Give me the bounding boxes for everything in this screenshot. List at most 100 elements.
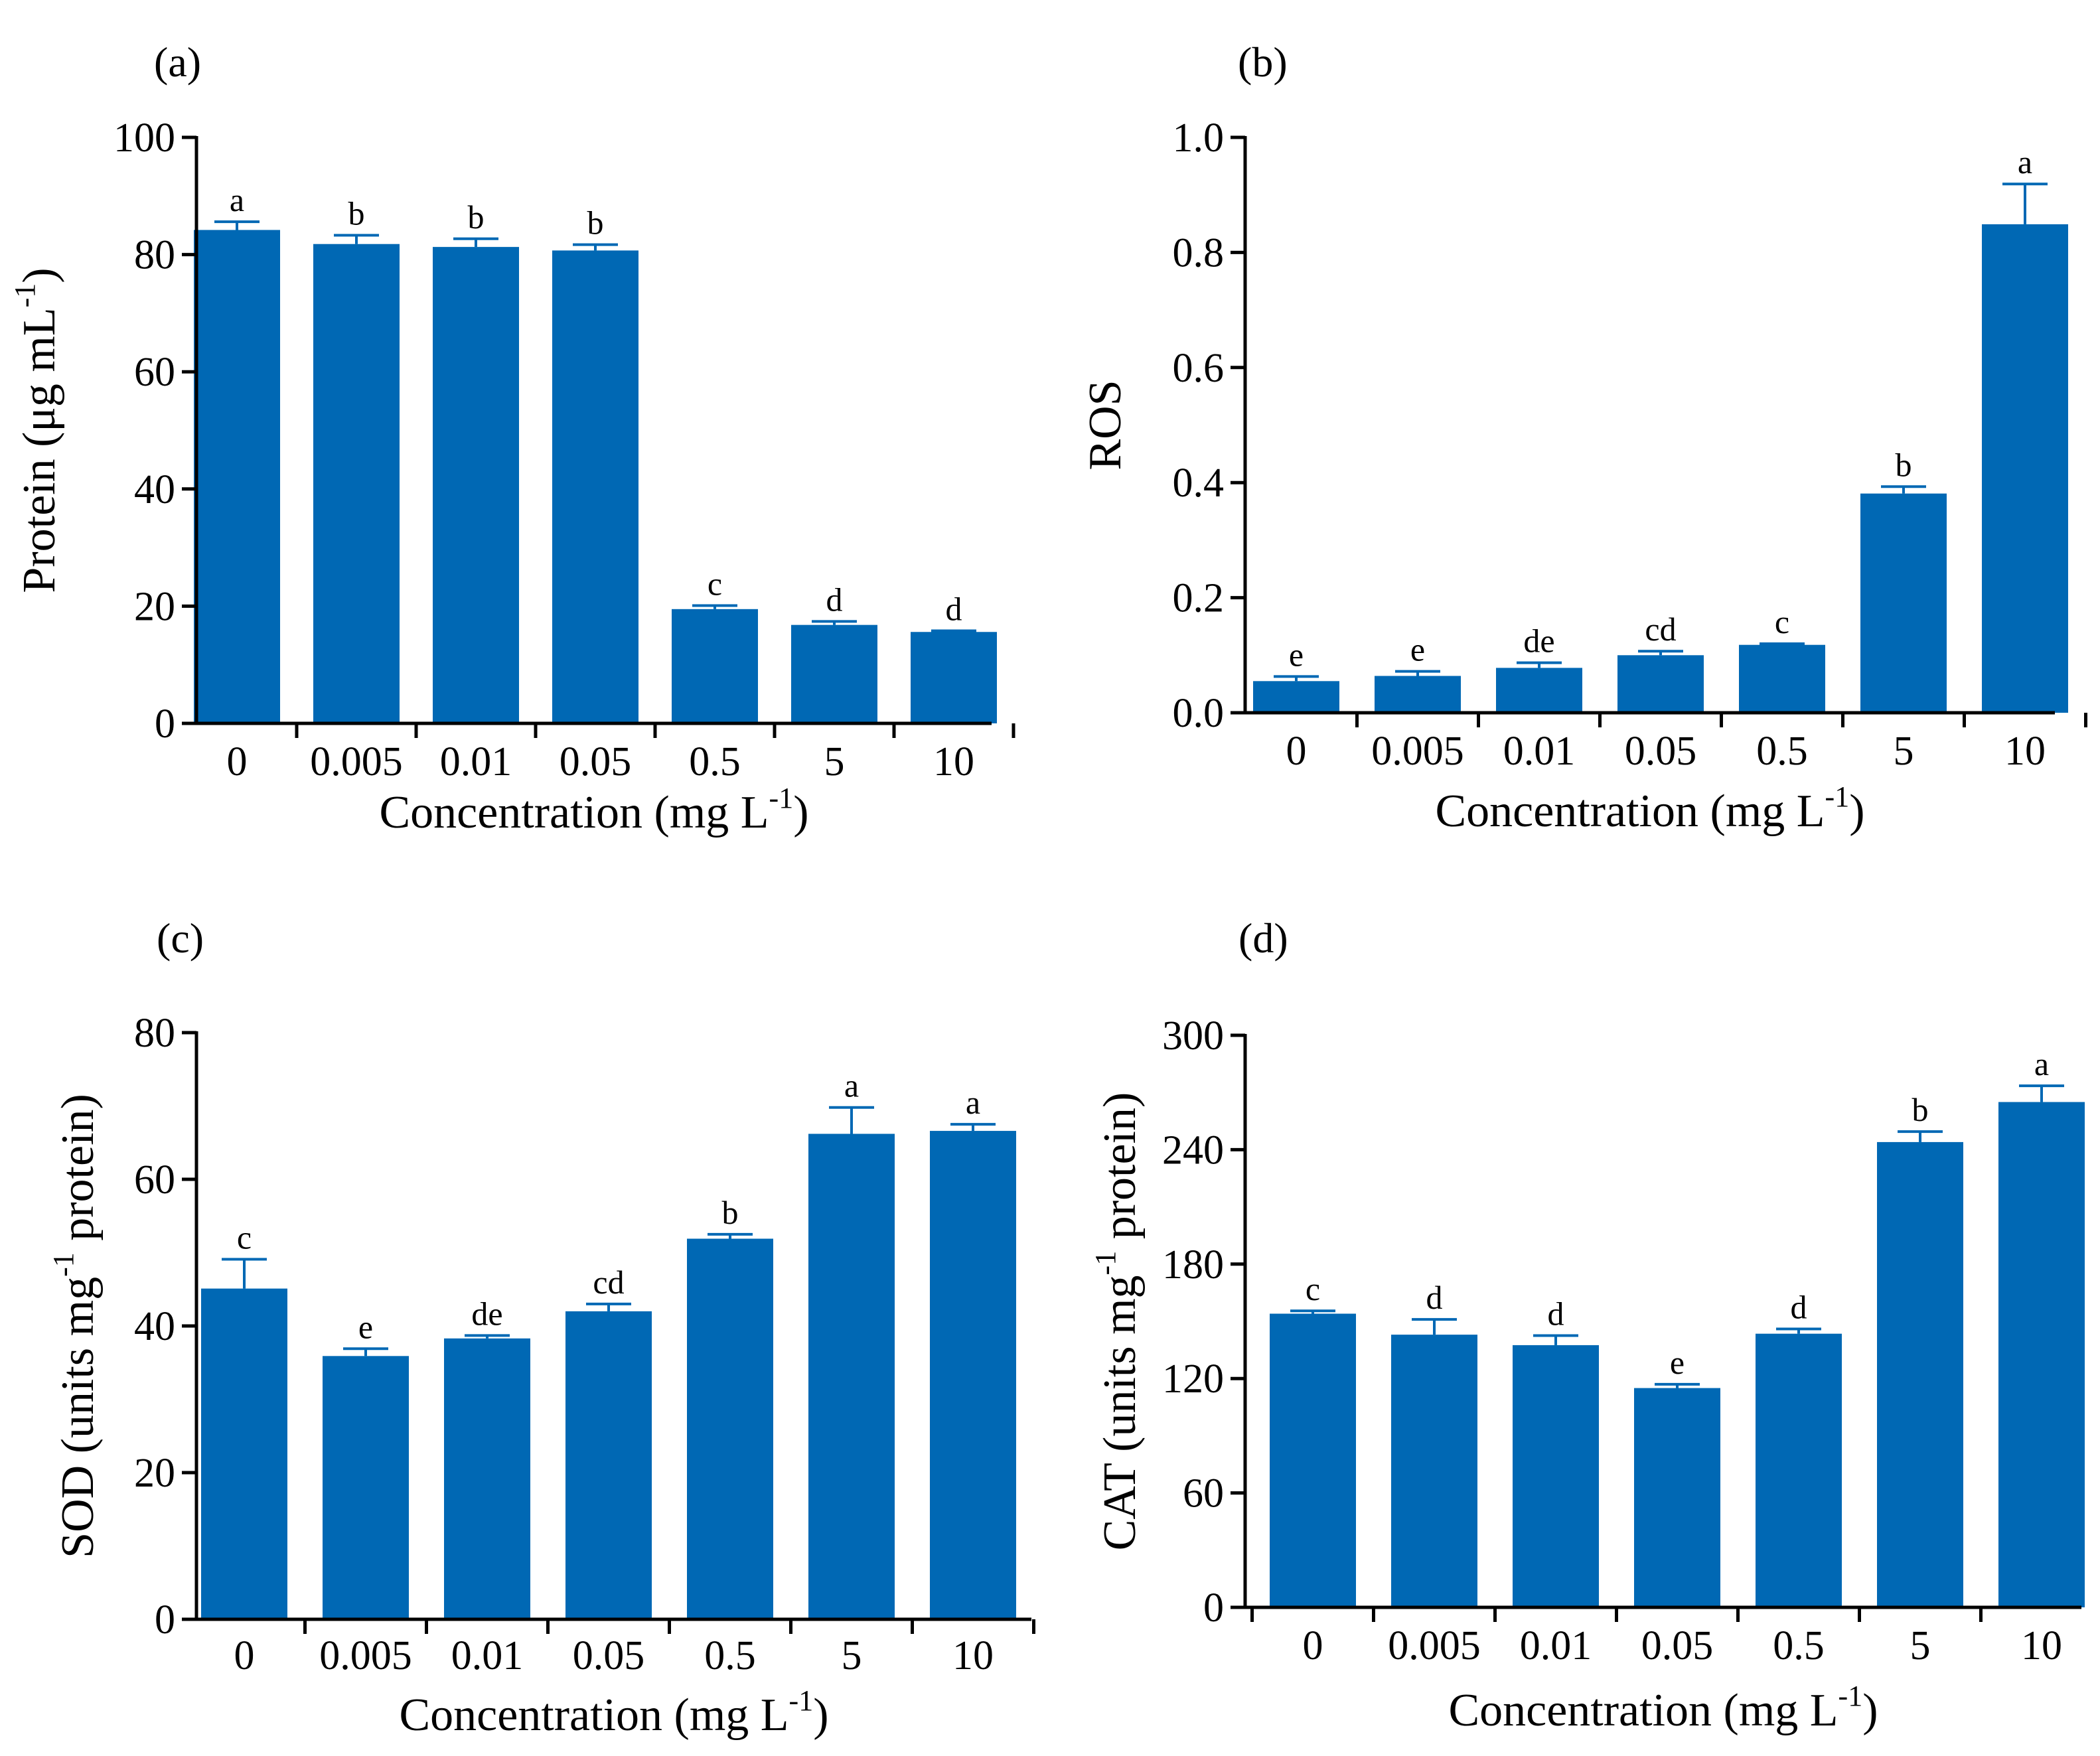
bar xyxy=(565,1311,652,1619)
y-tick-label: 180 xyxy=(1162,1242,1224,1287)
y-tick-label: 0 xyxy=(155,1597,175,1643)
x-tick-label: 0.05 xyxy=(1625,729,1697,774)
significance-label: de xyxy=(471,1295,502,1332)
bar xyxy=(1998,1102,2085,1607)
y-tick-label: 240 xyxy=(1162,1128,1224,1173)
significance-label: de xyxy=(1523,622,1554,660)
significance-label: b xyxy=(1896,446,1912,483)
y-axis-title-sup: -1 xyxy=(9,283,41,308)
significance-label: cd xyxy=(593,1264,624,1301)
significance-label: d xyxy=(1548,1295,1564,1333)
significance-label: b xyxy=(348,194,365,232)
bar xyxy=(1391,1335,1477,1607)
bar xyxy=(808,1134,895,1619)
x-tick-label: 0.005 xyxy=(310,739,403,784)
x-axis-title-sup: -1 xyxy=(1825,780,1850,813)
y-tick-label: 60 xyxy=(134,350,175,395)
bar xyxy=(1756,1333,1842,1607)
x-axis-title-end: ) xyxy=(1849,786,1864,837)
significance-label: b xyxy=(587,204,604,242)
y-tick-label: 0.4 xyxy=(1173,461,1225,506)
chart-panel: (d) c 0 d 0.005 d 0.01 e 0.05 d 0.5 b 5 a 10 0 60 120 180 2… xyxy=(1089,915,2085,1736)
bar xyxy=(1375,676,1461,713)
y-axis-title: Protein (μg mL-1) xyxy=(9,267,65,593)
y-axis-title-sup: -1 xyxy=(1089,1251,1122,1276)
x-tick-label: 0.5 xyxy=(689,739,741,784)
x-tick-label: 0.01 xyxy=(440,739,512,784)
x-tick-label: 0.01 xyxy=(1520,1623,1592,1668)
x-axis-title-sup: -1 xyxy=(769,782,794,814)
y-tick-label: 20 xyxy=(134,584,175,629)
y-tick-label: 80 xyxy=(134,233,175,278)
y-tick-label: 120 xyxy=(1162,1356,1224,1402)
x-tick-label: 0.01 xyxy=(451,1633,524,1678)
y-tick-label: 0.6 xyxy=(1173,346,1225,391)
x-tick-label: 0.05 xyxy=(560,739,632,784)
x-axis-title-end: ) xyxy=(813,1690,828,1741)
bar xyxy=(1253,681,1339,713)
significance-label: a xyxy=(2034,1045,2049,1082)
bar xyxy=(1617,655,1704,713)
x-axis-title-end: ) xyxy=(1862,1685,1878,1736)
x-tick-label: 0.005 xyxy=(1388,1623,1481,1668)
bar xyxy=(194,230,280,723)
x-tick-label: 0.05 xyxy=(573,1633,645,1678)
x-tick-label: 5 xyxy=(842,1633,862,1678)
x-tick-label: 0.5 xyxy=(1756,729,1808,774)
significance-label: e xyxy=(1289,636,1304,673)
significance-label: e xyxy=(358,1308,373,1345)
significance-label: c xyxy=(237,1218,252,1256)
chart-panel: (a)a0b0.005b0.01b0.05c0.5d5d100204060801… xyxy=(9,38,1015,838)
x-tick-label: 0.005 xyxy=(1371,729,1464,774)
bar xyxy=(313,244,400,723)
bar xyxy=(1877,1141,1963,1607)
bar xyxy=(1982,224,2068,713)
y-axis-title-main: ROS xyxy=(1080,380,1131,470)
x-tick-label: 10 xyxy=(2021,1623,2062,1668)
x-axis-title-main: Concentration (mg L xyxy=(1435,786,1825,837)
bar xyxy=(1860,493,1947,713)
x-axis-title-end: ) xyxy=(793,787,808,838)
bar xyxy=(911,632,997,723)
significance-label: c xyxy=(1306,1270,1320,1307)
y-axis-title: CAT (units mg-1 protein) xyxy=(1089,1092,1146,1551)
y-tick-label: 0.8 xyxy=(1173,230,1225,275)
bar xyxy=(930,1131,1016,1619)
x-tick-label: 0 xyxy=(1303,1623,1323,1668)
y-axis-title-end: protein) xyxy=(1094,1092,1146,1251)
bar xyxy=(323,1356,409,1619)
x-tick-label: 0 xyxy=(227,739,248,784)
bar xyxy=(1739,644,1825,713)
x-tick-label: 5 xyxy=(1894,729,1914,774)
x-tick-label: 10 xyxy=(2004,729,2046,774)
x-tick-label: 10 xyxy=(933,739,974,784)
significance-label: cd xyxy=(1645,611,1676,648)
panel-label: (b) xyxy=(1238,38,1288,86)
significance-label: e xyxy=(1670,1344,1685,1381)
x-axis-title-sup: -1 xyxy=(789,1684,814,1717)
significance-label: a xyxy=(966,1084,980,1121)
y-tick-label: 0 xyxy=(155,701,175,747)
x-tick-label: 5 xyxy=(1910,1623,1931,1668)
x-axis-title: Concentration (mg L-1) xyxy=(1435,780,1864,837)
significance-label: a xyxy=(2018,143,2032,181)
bar xyxy=(201,1288,287,1619)
x-axis-title: Concentration (mg L-1) xyxy=(379,782,808,838)
x-tick-label: 5 xyxy=(824,739,845,784)
y-tick-label: 60 xyxy=(1183,1471,1224,1516)
bar xyxy=(1513,1345,1599,1607)
significance-label: b xyxy=(1912,1091,1929,1128)
significance-label: e xyxy=(1410,631,1425,668)
significance-label: b xyxy=(468,198,485,236)
bar xyxy=(552,250,638,723)
bar xyxy=(672,609,758,723)
significance-label: d xyxy=(946,590,962,627)
y-axis-title-sup: -1 xyxy=(47,1252,80,1277)
significance-label: d xyxy=(826,581,843,618)
significance-label: d xyxy=(1426,1279,1443,1316)
bar xyxy=(687,1238,773,1619)
y-tick-label: 20 xyxy=(134,1451,175,1496)
bar xyxy=(1496,668,1582,713)
x-axis-title-main: Concentration (mg L xyxy=(379,787,769,838)
